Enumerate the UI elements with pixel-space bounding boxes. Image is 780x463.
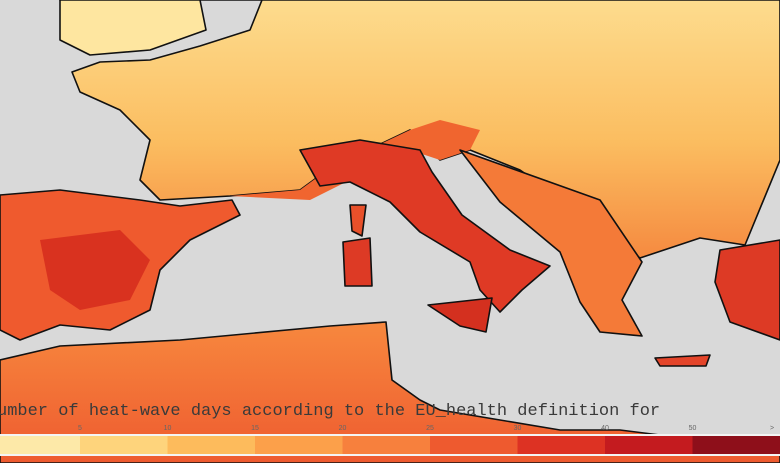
legend-label: 5 [78,425,82,432]
north-africa [0,321,780,463]
legend-swatch [430,436,518,454]
iberia-hot [40,230,150,310]
legend-swatch [517,436,605,454]
legend-label: 50 [689,425,697,432]
legend-label: 15 [251,425,259,432]
balkans [459,149,643,337]
legend-swatch [342,436,430,454]
legend-swatch [692,436,780,454]
legend-swatch [167,436,255,454]
legend-swatch [80,436,168,454]
color-legend: 5 10 15 20 25 30 40 50 > [0,425,780,456]
sicily [427,297,493,333]
legend-swatch [255,436,343,454]
legend-label: > [770,425,774,432]
british-isles [59,0,207,56]
legend-label: 25 [426,425,434,432]
map-caption: umber of heat-wave days according to the… [0,402,660,421]
crete [654,354,711,367]
corsica [349,204,367,237]
legend-label: 20 [339,425,347,432]
legend-label: 40 [601,425,609,432]
legend-label: 10 [164,425,172,432]
italy [299,139,551,313]
legend-swatch [605,436,693,454]
anatolia [714,239,780,341]
legend-label: 30 [514,425,522,432]
legend-swatch [0,436,80,454]
sardinia [342,237,373,287]
